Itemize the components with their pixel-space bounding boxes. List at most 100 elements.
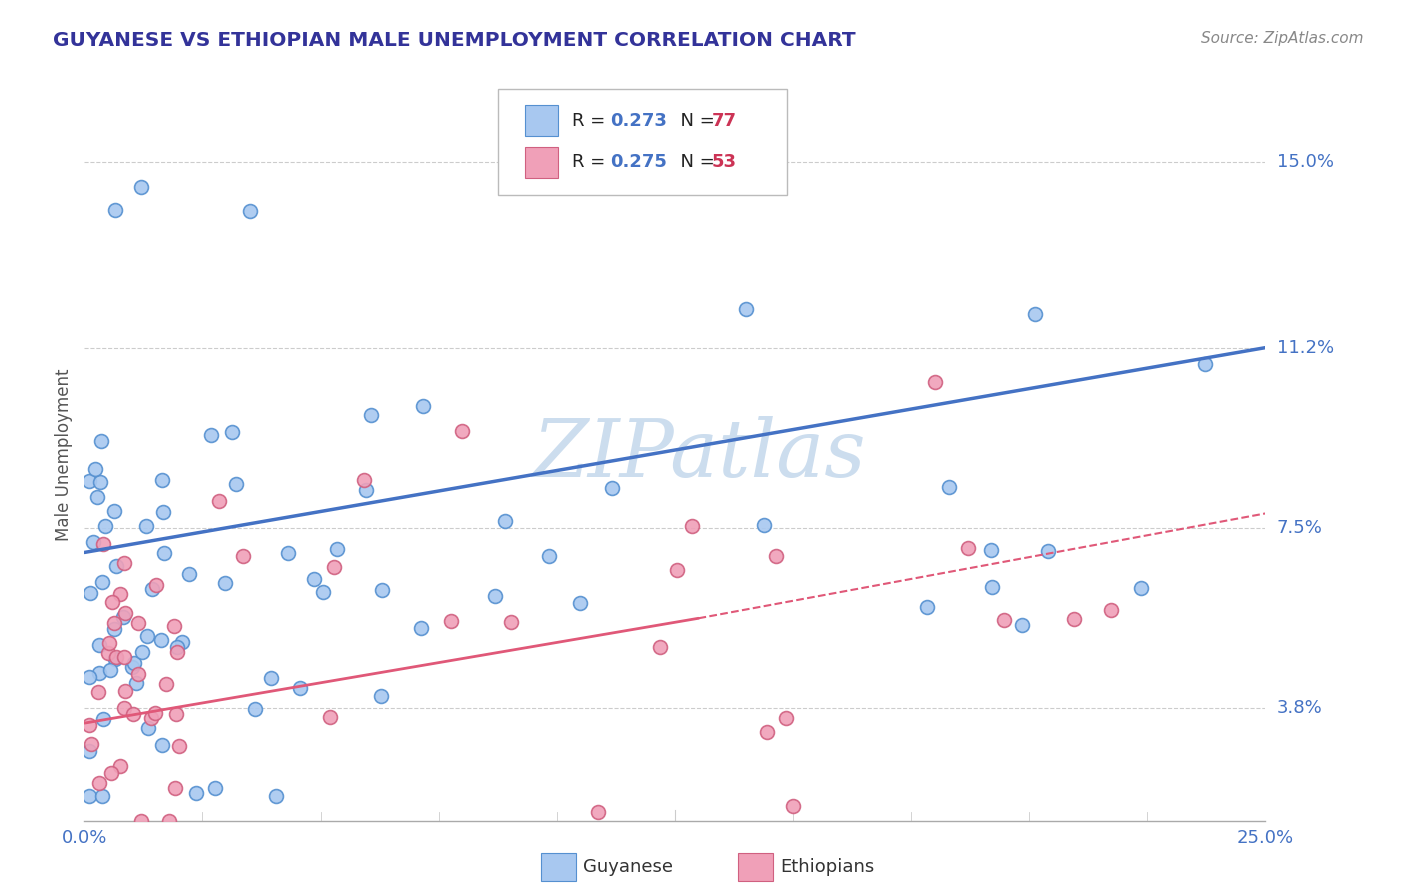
Point <box>112 556 135 570</box>
FancyBboxPatch shape <box>524 147 558 178</box>
Point <box>239 204 262 219</box>
Point <box>499 615 522 630</box>
Point <box>77 789 100 804</box>
Point <box>110 759 132 773</box>
Point <box>648 640 671 655</box>
Point <box>312 585 335 599</box>
FancyBboxPatch shape <box>524 105 558 136</box>
Point <box>125 676 148 690</box>
Point <box>440 614 463 628</box>
Point <box>1038 544 1060 558</box>
Point <box>141 582 163 597</box>
Point <box>165 707 187 722</box>
Point <box>108 587 131 601</box>
Point <box>319 710 342 724</box>
Point <box>143 706 166 720</box>
Point <box>1024 307 1046 321</box>
Text: ZIPatlas: ZIPatlas <box>531 417 865 493</box>
Point <box>90 789 112 804</box>
Text: Guyanese: Guyanese <box>583 858 673 876</box>
Point <box>136 722 159 736</box>
Point <box>157 814 180 828</box>
Point <box>82 535 104 549</box>
Point <box>494 514 516 528</box>
Point <box>412 399 434 413</box>
FancyBboxPatch shape <box>498 89 787 195</box>
Point <box>288 681 311 695</box>
Point <box>101 595 124 609</box>
Point <box>993 614 1015 628</box>
Point <box>114 606 136 620</box>
Point <box>89 475 111 489</box>
Point <box>172 635 194 649</box>
Point <box>103 622 125 636</box>
Point <box>105 650 128 665</box>
Point <box>150 473 173 487</box>
Point <box>665 563 688 577</box>
Point <box>86 490 108 504</box>
Point <box>1063 611 1085 625</box>
Point <box>225 477 247 491</box>
Point <box>152 505 174 519</box>
Point <box>112 650 135 665</box>
Point <box>90 434 112 448</box>
Point <box>90 574 112 589</box>
Point <box>141 711 163 725</box>
Point <box>569 596 592 610</box>
Point <box>166 640 188 654</box>
Y-axis label: Male Unemployment: Male Unemployment <box>55 368 73 541</box>
Text: GUYANESE VS ETHIOPIAN MALE UNEMPLOYMENT CORRELATION CHART: GUYANESE VS ETHIOPIAN MALE UNEMPLOYMENT … <box>53 31 856 50</box>
Point <box>588 805 610 819</box>
Point <box>232 549 254 563</box>
Point <box>245 702 267 716</box>
Point <box>186 786 208 800</box>
Point <box>93 518 115 533</box>
Point <box>1129 582 1152 596</box>
Point <box>166 645 188 659</box>
Point <box>122 656 145 670</box>
Text: R =: R = <box>572 112 612 129</box>
Point <box>98 636 121 650</box>
Point <box>104 202 127 217</box>
Point <box>204 781 226 796</box>
Point <box>326 542 349 557</box>
Point <box>264 789 287 804</box>
Point <box>135 518 157 533</box>
Point <box>214 576 236 591</box>
Point <box>121 707 143 722</box>
Point <box>165 781 187 796</box>
Point <box>87 638 110 652</box>
Point <box>98 663 121 677</box>
Point <box>87 666 110 681</box>
Point <box>323 560 346 574</box>
Point <box>177 566 200 581</box>
Point <box>409 621 432 635</box>
Point <box>169 739 191 754</box>
Point <box>91 712 114 726</box>
Point <box>484 589 506 603</box>
Text: R =: R = <box>572 153 612 171</box>
Point <box>97 647 120 661</box>
Point <box>150 738 173 752</box>
Point <box>924 375 946 389</box>
Text: Ethiopians: Ethiopians <box>780 858 875 876</box>
Text: 15.0%: 15.0% <box>1277 153 1333 171</box>
Text: N =: N = <box>669 112 720 129</box>
Point <box>600 482 623 496</box>
Point <box>91 536 114 550</box>
Point <box>112 700 135 714</box>
Point <box>734 301 756 316</box>
Point <box>149 633 172 648</box>
Point <box>87 685 110 699</box>
Point <box>370 689 392 703</box>
Point <box>121 660 143 674</box>
Point <box>353 473 375 487</box>
Point <box>451 424 474 438</box>
Point <box>537 549 560 563</box>
Point <box>956 541 979 555</box>
Point <box>153 545 176 559</box>
Point <box>79 474 101 488</box>
Point <box>980 543 1002 558</box>
Point <box>1099 602 1122 616</box>
Point <box>103 504 125 518</box>
